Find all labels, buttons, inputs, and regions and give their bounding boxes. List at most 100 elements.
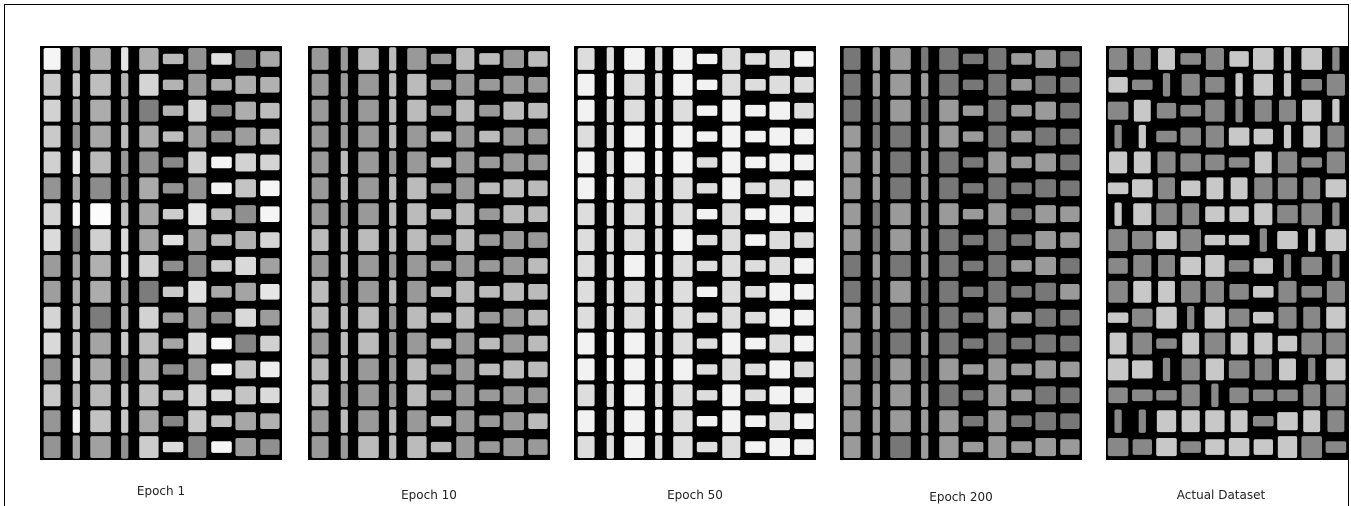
sample-image	[745, 53, 766, 65]
sample-image	[188, 306, 207, 329]
sample-image	[722, 332, 741, 355]
sample-image	[1205, 154, 1225, 171]
sample-image	[921, 357, 929, 382]
sample-image	[311, 306, 329, 329]
sample-image	[1302, 99, 1322, 122]
sample-image	[528, 258, 548, 274]
sample-image	[139, 384, 159, 407]
sample-image	[939, 358, 959, 381]
sample-image	[921, 435, 929, 459]
sample-image	[624, 254, 645, 277]
sample-image	[188, 410, 207, 433]
sample-image	[1277, 335, 1298, 352]
sample-image	[1132, 179, 1153, 198]
sample-image	[188, 177, 207, 200]
sample-image	[577, 125, 595, 148]
sample-image	[430, 312, 452, 323]
sample-image	[1132, 231, 1153, 250]
sample-image	[1035, 153, 1056, 172]
sample-image	[722, 384, 741, 407]
sample-image	[1301, 157, 1322, 168]
sample-image	[696, 183, 718, 194]
sample-image	[90, 73, 111, 96]
sample-image	[769, 101, 790, 120]
sample-image	[939, 73, 959, 96]
sample-image	[921, 331, 929, 356]
sample-image	[72, 47, 80, 71]
sample-image	[211, 208, 232, 221]
sample-image	[1204, 332, 1226, 355]
sample-image	[1011, 441, 1032, 453]
sample-image	[407, 410, 427, 433]
sample-image	[72, 73, 80, 97]
sample-image	[1332, 99, 1340, 123]
sample-image	[606, 331, 614, 356]
sample-image	[962, 157, 984, 168]
sample-image	[673, 125, 693, 148]
sample-image	[1206, 177, 1224, 200]
sample-image	[921, 73, 929, 97]
sample-image	[1011, 182, 1032, 195]
sample-image	[696, 157, 718, 168]
sample-image	[407, 358, 427, 381]
sample-image	[162, 209, 184, 220]
sample-image	[1035, 49, 1056, 68]
sample-image	[1156, 338, 1177, 349]
sample-image	[260, 232, 280, 248]
sample-image	[890, 203, 911, 226]
sample-image	[696, 53, 718, 65]
sample-image	[1109, 332, 1127, 355]
sample-image	[769, 75, 790, 94]
sample-image	[1303, 125, 1321, 148]
sample-image	[722, 99, 741, 122]
sample-image	[72, 409, 80, 433]
sample-image	[503, 127, 524, 146]
sample-image	[1187, 306, 1195, 330]
sample-image	[1326, 151, 1345, 174]
sample-image	[1107, 182, 1129, 195]
sample-image	[843, 203, 861, 226]
sample-image	[1259, 228, 1267, 252]
sample-image	[1303, 384, 1321, 407]
sample-image	[1301, 256, 1322, 275]
sample-image	[1181, 73, 1200, 96]
sample-image	[72, 124, 80, 149]
sample-image	[121, 331, 129, 356]
sample-image	[606, 357, 614, 382]
sample-image	[890, 436, 911, 459]
sample-image	[1156, 390, 1177, 401]
sample-image	[479, 285, 500, 298]
sample-image	[235, 386, 256, 405]
sample-image	[1109, 47, 1128, 70]
sample-image	[769, 205, 790, 224]
sample-image	[722, 73, 741, 96]
sample-image	[121, 280, 129, 304]
sample-image	[1325, 179, 1347, 198]
sample-image	[162, 312, 184, 323]
sample-image	[769, 282, 790, 301]
sample-image	[430, 441, 452, 453]
sample-image	[90, 384, 111, 407]
sample-image	[1181, 384, 1200, 407]
sample-image	[407, 332, 427, 355]
sample-image	[389, 202, 397, 226]
sample-image	[162, 183, 184, 194]
sample-image	[722, 177, 741, 200]
sample-image	[311, 436, 329, 459]
sample-image	[843, 73, 861, 96]
sample-image	[890, 99, 911, 122]
sample-image	[235, 127, 256, 146]
sample-image	[655, 435, 663, 459]
sample-image	[1301, 203, 1322, 226]
sample-image	[1325, 229, 1347, 252]
sample-image	[794, 128, 814, 145]
sample-image	[1060, 361, 1080, 378]
sample-image	[340, 435, 348, 459]
sample-image	[769, 49, 790, 68]
sample-image	[1180, 256, 1201, 275]
sample-image	[577, 332, 595, 355]
sample-image	[260, 387, 280, 404]
sample-image	[624, 99, 645, 122]
sample-image	[655, 99, 663, 123]
sample-image	[1035, 179, 1056, 198]
